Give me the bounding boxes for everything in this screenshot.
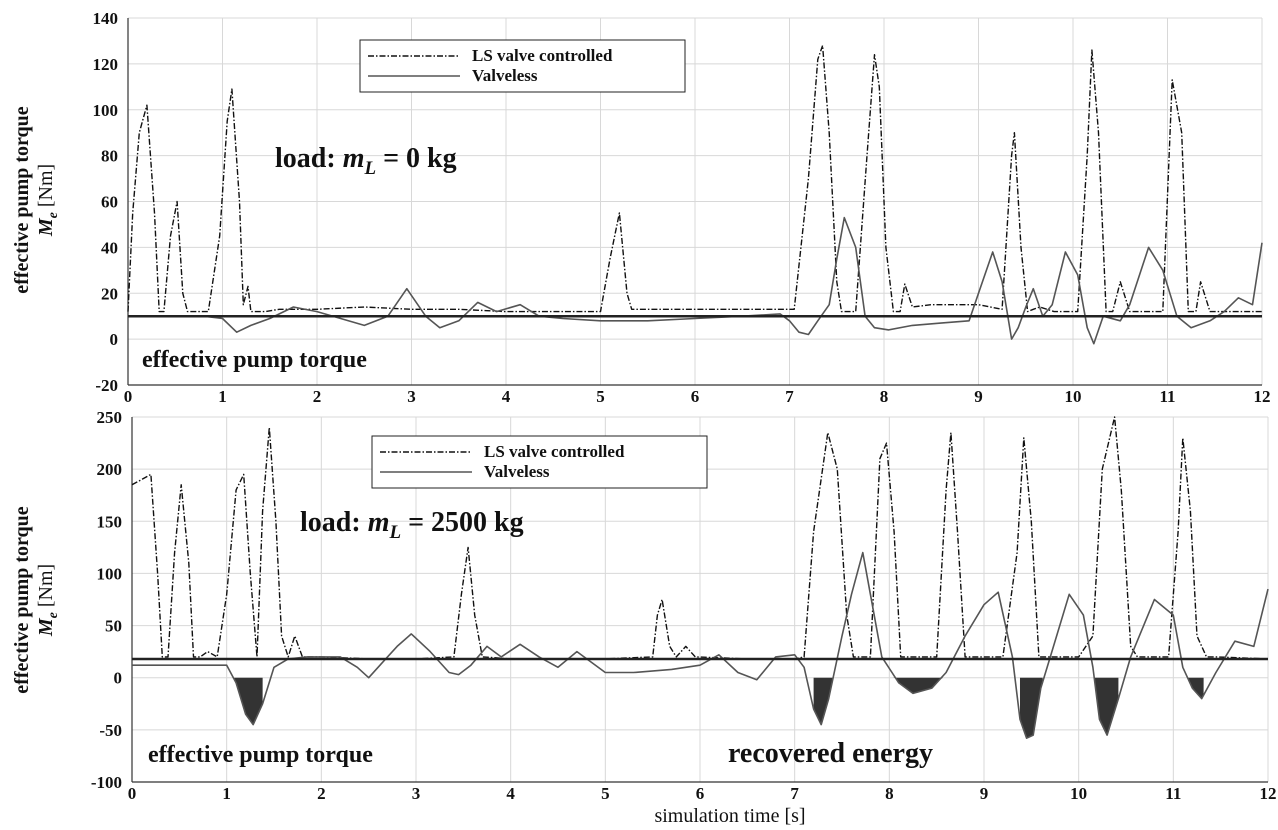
recovered-energy-area <box>234 677 263 725</box>
note-effective-pump-torque: effective pump torque <box>148 742 373 768</box>
load-annotation-value: = 2500 kg <box>401 507 524 538</box>
x-tick-label: 12 <box>1254 387 1271 406</box>
x-tick-label: 4 <box>502 387 511 406</box>
y-tick-label: 100 <box>97 564 123 583</box>
load-annotation-prefix: load: <box>275 143 343 174</box>
y-tick-label: -20 <box>95 376 118 395</box>
x-tick-label: 12 <box>1260 784 1277 803</box>
y-tick-label: 20 <box>101 284 118 303</box>
y-axis-label-subscript: e <box>46 212 61 218</box>
legend-label: LS valve controlled <box>472 46 613 65</box>
y-axis-label-line2: Me [Nm] <box>35 564 61 637</box>
y-tick-label: 40 <box>101 238 118 257</box>
y-tick-label: 60 <box>101 193 118 212</box>
x-tick-label: 0 <box>128 784 137 803</box>
load-annotation: load: mL = 2500 kg <box>300 507 524 543</box>
load-annotation-sub: L <box>363 158 376 179</box>
series-ls-valve-line <box>127 44 1262 313</box>
recovered-energy-area <box>1173 677 1204 698</box>
y-tick-label: 100 <box>93 101 119 120</box>
x-tick-label: 5 <box>596 387 605 406</box>
y-tick-label: -100 <box>91 773 122 792</box>
y-tick-label: 80 <box>101 147 118 166</box>
x-tick-label: 11 <box>1159 387 1175 406</box>
load-annotation-value: = 0 kg <box>376 143 457 174</box>
legend-label: Valveless <box>472 66 538 85</box>
note-effective-pump-torque: effective pump torque <box>142 347 367 373</box>
x-tick-label: 10 <box>1065 387 1082 406</box>
recovered-energy-area <box>813 677 835 724</box>
y-tick-label: 120 <box>93 55 119 74</box>
series-valveless-line <box>128 216 1263 345</box>
chart-2: 0 1 2 3 4 5 6 7 8 9 10 11 12-100-50050100150200250ef… <box>11 408 1277 827</box>
x-tick-label: 1 <box>218 387 227 406</box>
y-axis-label-unit: [Nm] <box>35 564 57 612</box>
x-tick-label: 11 <box>1165 784 1181 803</box>
y-axis-label-symbol: M <box>35 217 57 237</box>
x-tick-label: 7 <box>790 784 799 803</box>
y-tick-label: 250 <box>97 408 123 427</box>
legend-label: Valveless <box>484 462 550 481</box>
y-tick-label: 150 <box>97 512 123 531</box>
x-tick-label: 9 <box>974 387 983 406</box>
x-tick-label: 2 <box>317 784 326 803</box>
x-axis-label: simulation time [s] <box>654 805 805 827</box>
x-tick-label: 10 <box>1070 784 1087 803</box>
x-tick-label: 0 <box>124 387 133 406</box>
y-axis-label-line1: effective pump torque <box>11 506 33 693</box>
y-axis-label-unit: [Nm] <box>35 164 57 212</box>
x-tick-label: 6 <box>691 387 700 406</box>
legend-box <box>359 39 686 93</box>
y-tick-label: 50 <box>105 617 122 636</box>
x-tick-label: 2 <box>313 387 322 406</box>
y-axis-label-symbol: M <box>35 617 57 637</box>
y-tick-label: 140 <box>93 9 119 28</box>
legend-label: LS valve controlled <box>484 442 625 461</box>
x-tick-label: 7 <box>785 387 794 406</box>
chart-1: 0 1 2 3 4 5 6 7 8 9 10 11 12-20020406080100120140eff… <box>11 9 1271 406</box>
x-tick-label: 5 <box>601 784 610 803</box>
x-tick-label: 3 <box>407 387 416 406</box>
x-tick-label: 9 <box>980 784 989 803</box>
recovered-energy-area <box>1019 677 1043 739</box>
y-tick-label: 0 <box>114 669 123 688</box>
x-tick-label: 3 <box>412 784 421 803</box>
load-annotation-var: m <box>368 507 390 538</box>
note-recovered-energy: recovered energy <box>728 738 933 769</box>
load-annotation-var: m <box>343 143 365 174</box>
load-annotation: load: mL = 0 kg <box>275 143 457 179</box>
recovered-energy-area <box>1092 677 1119 735</box>
x-tick-label: 1 <box>222 784 231 803</box>
y-axis-label-line2: Me [Nm] <box>35 164 61 237</box>
x-tick-label: 6 <box>696 784 705 803</box>
x-tick-label: 8 <box>880 387 889 406</box>
y-tick-label: 0 <box>110 330 119 349</box>
load-annotation-sub: L <box>388 522 401 543</box>
x-tick-label: 8 <box>885 784 894 803</box>
y-axis-label-subscript: e <box>46 612 61 618</box>
series-valveless-line <box>132 551 1269 739</box>
y-tick-label: -50 <box>99 721 122 740</box>
load-annotation-prefix: load: <box>300 507 368 538</box>
y-tick-label: 200 <box>97 460 123 479</box>
y-axis-label-line1: effective pump torque <box>11 106 33 293</box>
x-tick-label: 4 <box>506 784 515 803</box>
legend-box <box>371 435 708 489</box>
